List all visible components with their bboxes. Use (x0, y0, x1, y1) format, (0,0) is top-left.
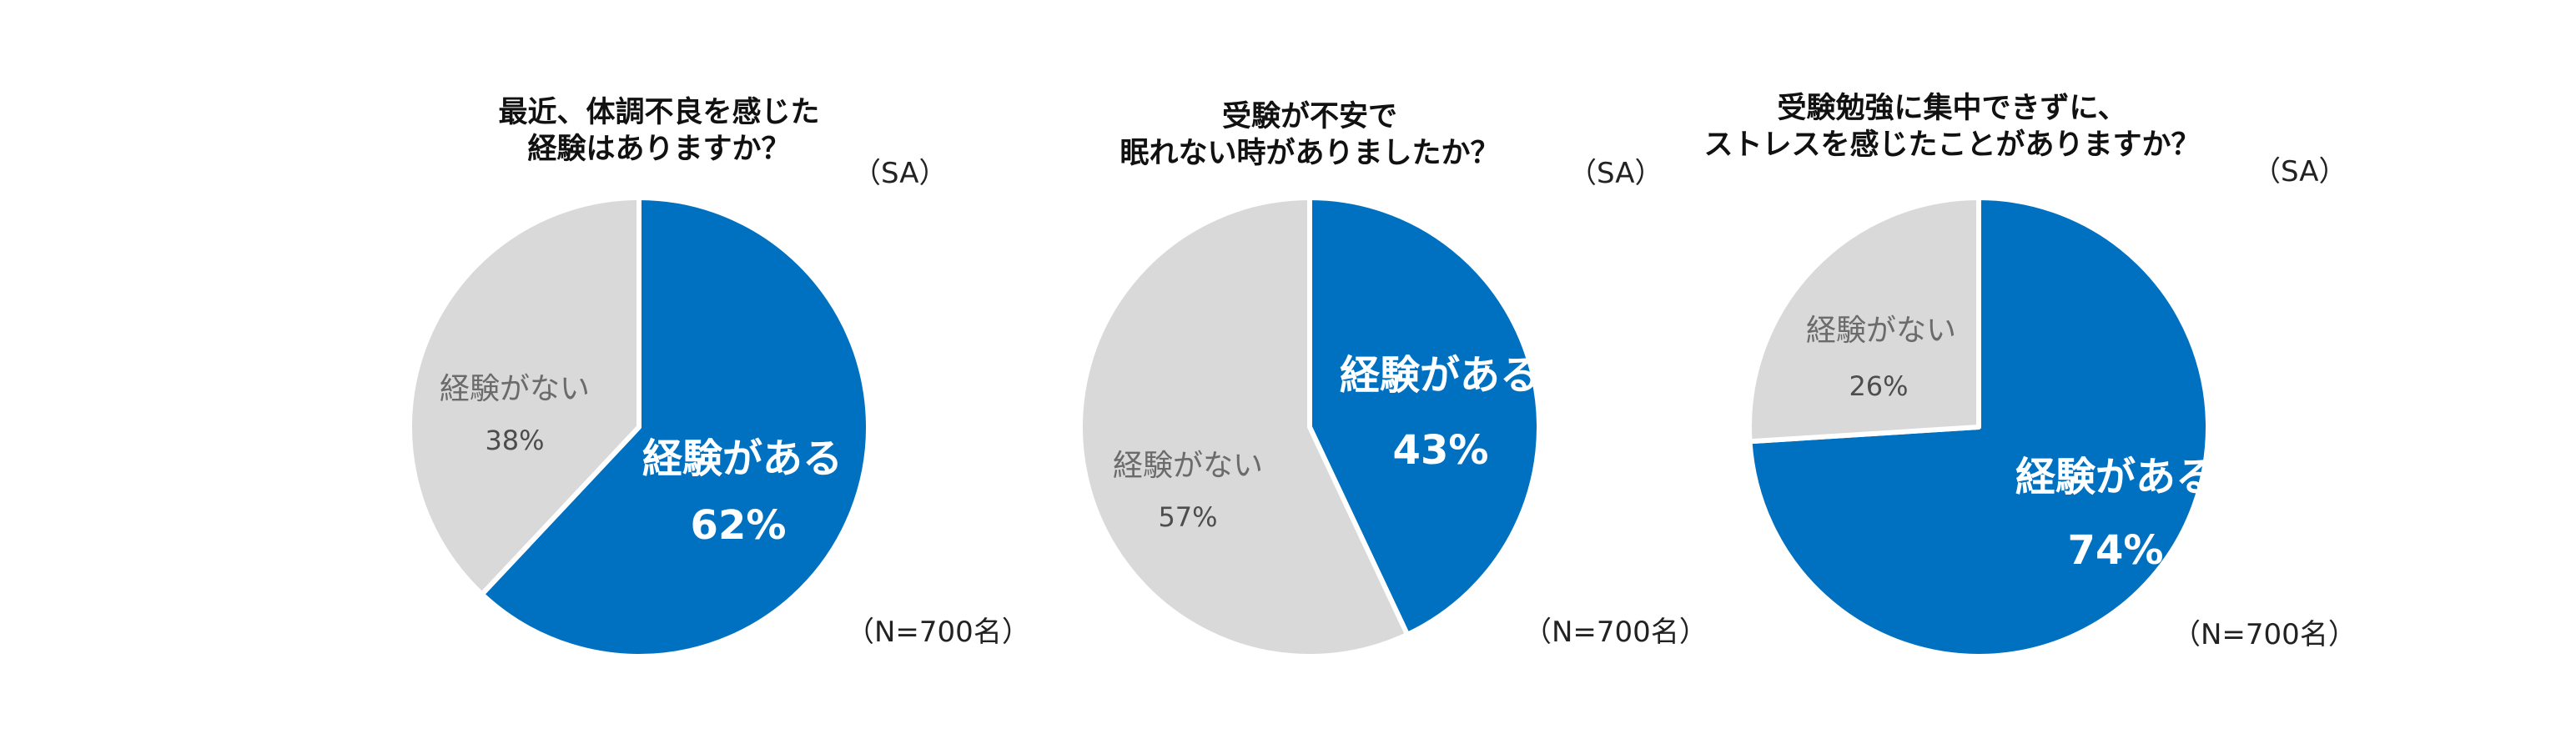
chart-2-title: 受験が不安で 眠れない時がありましたか？ (1101, 98, 1518, 172)
chart-2-no-pct: 57% (1158, 501, 1218, 533)
chart-1-no-pct: 38% (485, 425, 545, 456)
chart-3-yes-label: 経験がある (2015, 454, 2216, 500)
chart-1-title-line-2: 経験はありますか？ (527, 133, 791, 166)
chart-3-slice-no (1747, 195, 1981, 445)
chart-1-yes-pct: 62% (690, 502, 787, 549)
chart-3-no-pct: 26% (1849, 370, 1909, 402)
chart-2-yes-pct: 43% (1392, 427, 1489, 474)
chart-3-title: 受験勉強に集中できずに、 ストレスを感じたことがありますか？ (1693, 90, 2211, 163)
chart-2-slice-yes (1307, 195, 1542, 637)
chart-1-title-line-1: 最近、体調不良を感じた (498, 96, 820, 129)
chart-1-n-label: （N=700名） (846, 616, 1030, 649)
chart-3-title-line-1: 受験勉強に集中できずに、 (1777, 92, 2127, 125)
chart-3-no-label: 経験がない (1805, 314, 1957, 348)
chart-1-title: 最近、体調不良を感じた 経験はありますか？ (484, 94, 834, 168)
chart-3-sa-label: （SA） (2252, 155, 2347, 189)
chart-1-slice-no (407, 195, 641, 597)
chart-3-n-label: （N=700名） (2172, 618, 2357, 651)
chart-2-sa-label: （SA） (1568, 157, 1663, 190)
chart-2-no-label: 経験がない (1112, 449, 1264, 483)
chart-1-sa-label: （SA） (853, 157, 948, 190)
chart-2-yes-label: 経験がある (1339, 352, 1541, 399)
chart-3-title-line-2: ストレスを感じたことがありますか？ (1703, 128, 2201, 162)
chart-2-slice-no (1078, 195, 1411, 659)
chart-1-yes-label: 経験がある (641, 435, 843, 482)
chart-1-no-label: 経験がない (439, 372, 591, 406)
chart-2-title-line-2: 眠れない時がありましたか？ (1119, 137, 1500, 170)
chart-3-yes-pct: 74% (2067, 527, 2164, 574)
chart-2-n-label: （N=700名） (1523, 616, 1708, 649)
chart-2-title-line-1: 受験が不安で (1221, 100, 1397, 133)
chart-1-slice-yes (479, 195, 871, 659)
